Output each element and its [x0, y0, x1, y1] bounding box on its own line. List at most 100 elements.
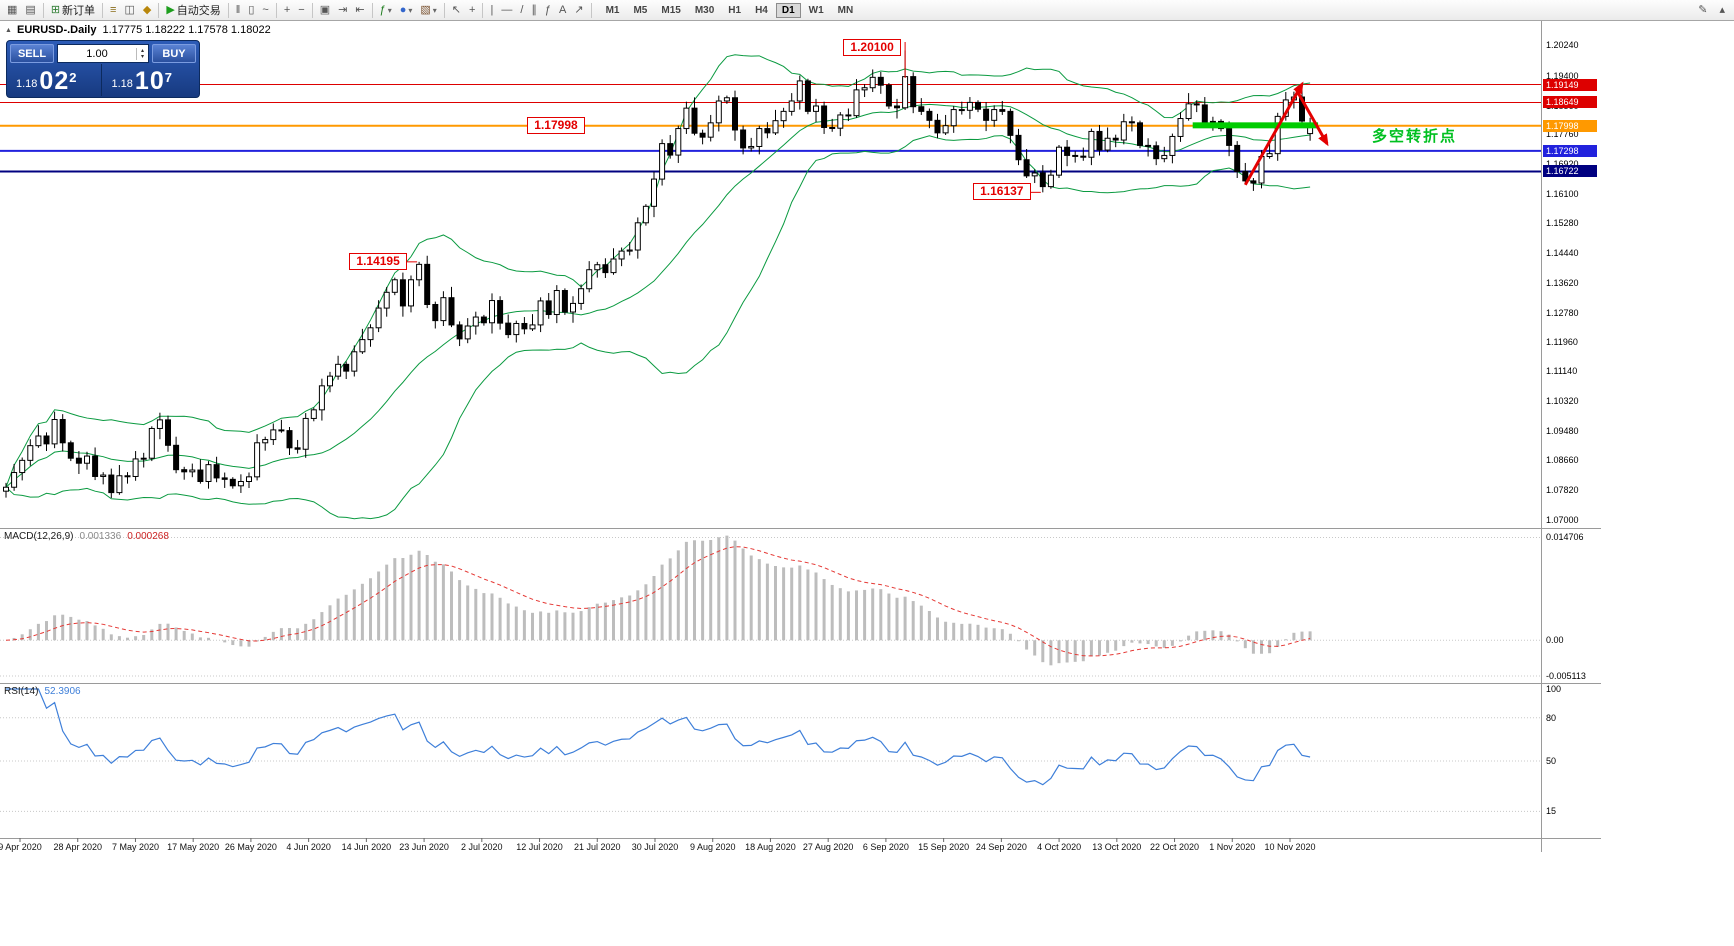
candle-body	[3, 486, 9, 492]
equidistant-channel-icon: ∥	[531, 3, 537, 16]
date-label[interactable]: 26 May 2020	[224, 842, 277, 852]
sell-button[interactable]: SELL	[10, 44, 54, 63]
date-label[interactable]: 4 Jun 2020	[286, 842, 331, 852]
auto-scroll-icon: ⇥	[338, 3, 348, 16]
candle-body	[1234, 144, 1241, 173]
chart-shift-button[interactable]: ⇤	[351, 2, 368, 19]
macd-label-row: MACD(12,26,9) 0.001336 0.000268	[4, 531, 169, 542]
zoom-in-button[interactable]: +	[280, 2, 294, 19]
candle-body	[829, 126, 836, 129]
candle-body	[448, 297, 455, 326]
date-label[interactable]: 12 Jul 2020	[516, 842, 563, 852]
candle-body	[1007, 110, 1014, 136]
date-label[interactable]: 27 Aug 2020	[802, 842, 854, 852]
candle-body	[43, 435, 50, 445]
date-label[interactable]: 22 Oct 2020	[1150, 842, 1200, 852]
new-chart-button[interactable]: ▦	[3, 2, 21, 19]
date-label[interactable]: 14 Jun 2020	[341, 842, 392, 852]
date-label[interactable]: 18 Aug 2020	[745, 842, 796, 852]
date-label[interactable]: 23 Jun 2020	[399, 842, 449, 852]
lot-size-field[interactable]: 1.00 ▴ ▾	[57, 44, 149, 63]
periods-button[interactable]: ● ▾	[396, 2, 417, 19]
timeframe-d1-button[interactable]: D1	[775, 2, 801, 18]
autotrading-button[interactable]: ▶ 自动交易	[162, 2, 224, 19]
trendline-button[interactable]: /	[516, 2, 527, 19]
navigator-button[interactable]: ◆	[139, 2, 155, 19]
candlestick-mode-button[interactable]: ▯	[244, 2, 258, 19]
line-chart-mode-button[interactable]: ~	[258, 2, 272, 19]
candle-body	[343, 363, 350, 372]
date-label[interactable]: 30 Jul 2020	[631, 842, 679, 852]
crosshair-button[interactable]: +	[465, 2, 479, 19]
candle-body	[173, 444, 180, 471]
ohlc-values: 1.17775 1.18222 1.17578 1.18022	[102, 24, 271, 36]
date-label[interactable]: 10 Nov 2020	[1264, 842, 1316, 852]
candle-body	[505, 322, 512, 336]
arrows-tool-button[interactable]: ↗	[570, 2, 587, 19]
data-window-button[interactable]: ◫	[120, 2, 138, 19]
date-label[interactable]: 13 Oct 2020	[1092, 842, 1142, 852]
ask-price[interactable]: 1.18 10 7	[100, 64, 197, 96]
equidistant-channel-button[interactable]: ∥	[527, 2, 541, 19]
market-watch-button[interactable]: ≡	[106, 2, 120, 19]
date-label[interactable]: 2 Jul 2020	[461, 842, 503, 852]
date-label[interactable]: 28 Apr 2020	[53, 842, 102, 852]
templates-button[interactable]: ▧ ▾	[416, 2, 440, 19]
lot-size-value[interactable]: 1.00	[86, 47, 108, 60]
support-zone-bar[interactable]	[1192, 122, 1319, 129]
candle-body	[1177, 118, 1184, 137]
candle-body	[667, 143, 674, 156]
rally-up-arrow[interactable]	[1243, 81, 1304, 186]
date-label[interactable]: 9 Apr 2020	[0, 842, 42, 852]
buy-button[interactable]: BUY	[152, 44, 196, 63]
navigator-icon: ◆	[142, 3, 152, 16]
auto-scroll-button[interactable]: ⇥	[334, 2, 351, 19]
timeframe-m15-button[interactable]: M15	[655, 3, 686, 18]
zoom-in-icon: +	[283, 3, 291, 16]
date-label[interactable]: 7 May 2020	[111, 842, 159, 852]
candle-body	[67, 442, 74, 459]
date-label[interactable]: 6 Sep 2020	[862, 842, 909, 852]
cursor-button[interactable]: ↖	[448, 2, 465, 19]
profiles-button[interactable]: ▤	[21, 2, 39, 19]
edit-toolbar-button[interactable]: ✎	[1694, 2, 1711, 19]
date-label[interactable]: 4 Oct 2020	[1037, 842, 1082, 852]
reversal-down-arrow[interactable]	[1294, 88, 1329, 147]
date-label[interactable]: 9 Aug 2020	[689, 842, 736, 852]
text-label-button[interactable]: A	[555, 2, 570, 19]
timeframe-w1-button[interactable]: W1	[803, 3, 830, 18]
vertical-line-button[interactable]: |	[486, 2, 497, 19]
date-label[interactable]: 15 Sep 2020	[918, 842, 970, 852]
collapse-panel-toggle[interactable]: ▲	[5, 27, 12, 34]
macd-signal-line	[5, 546, 1311, 657]
indicators-button[interactable]: ƒ ▾	[376, 2, 396, 19]
candle-body	[84, 455, 90, 464]
date-label[interactable]: 24 Sep 2020	[975, 842, 1027, 852]
timeframe-m1-button[interactable]: M1	[600, 3, 626, 18]
zoom-out-button[interactable]: −	[294, 2, 308, 19]
new-order-button[interactable]: ⊞ 新订单	[47, 2, 99, 19]
toolbar-overflow-button[interactable]: ▴	[1715, 2, 1729, 19]
date-label[interactable]: 21 Jul 2020	[573, 842, 621, 852]
tile-windows-button[interactable]: ▣	[316, 2, 334, 19]
lot-spinner[interactable]: ▴ ▾	[136, 47, 148, 60]
date-label[interactable]: 1 Nov 2020	[1209, 842, 1256, 852]
symbol-title: EURUSD-.Daily	[17, 24, 97, 36]
timeframe-m5-button[interactable]: M5	[627, 3, 653, 18]
timeframe-m30-button[interactable]: M30	[689, 3, 720, 18]
timeframe-h4-button[interactable]: H4	[749, 3, 774, 18]
bar-chart-mode-button[interactable]: ‖	[232, 2, 245, 19]
candle-body	[148, 427, 155, 459]
fibonacci-button[interactable]: ƒ	[541, 2, 555, 19]
horizontal-line-button[interactable]: —	[497, 2, 516, 19]
bid-price[interactable]: 1.18 02 2	[10, 64, 101, 96]
spinner-up-icon[interactable]: ▴	[140, 47, 144, 54]
candle-body	[1185, 103, 1192, 120]
timeframe-h1-button[interactable]: H1	[722, 3, 747, 18]
timeframe-mn-button[interactable]: MN	[832, 3, 860, 18]
new-chart-icon: ▦	[7, 3, 18, 16]
spinner-down-icon[interactable]: ▾	[140, 53, 144, 60]
date-label[interactable]: 17 May 2020	[167, 842, 220, 852]
candle-body	[1169, 135, 1176, 156]
